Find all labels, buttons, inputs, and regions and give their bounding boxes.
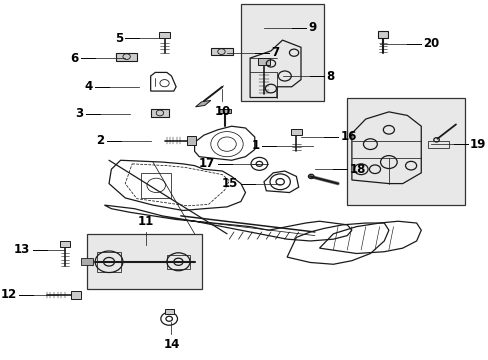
Text: 12: 12 (0, 288, 17, 301)
Text: 15: 15 (222, 177, 238, 190)
Text: 5: 5 (114, 32, 122, 45)
Text: 4: 4 (84, 80, 93, 93)
Bar (87, 234, 201, 289)
Polygon shape (210, 48, 232, 55)
Polygon shape (290, 129, 301, 135)
Polygon shape (81, 258, 93, 265)
Bar (346, 98, 464, 205)
Polygon shape (60, 241, 70, 247)
Text: 9: 9 (307, 21, 316, 34)
Text: 17: 17 (199, 157, 215, 170)
Text: 6: 6 (71, 51, 79, 64)
Bar (241, 4, 324, 101)
Polygon shape (258, 58, 269, 65)
Polygon shape (159, 32, 170, 39)
Text: 19: 19 (469, 138, 485, 150)
Text: 10: 10 (214, 105, 230, 118)
Text: 3: 3 (75, 107, 83, 120)
Polygon shape (150, 109, 169, 117)
Polygon shape (218, 109, 230, 113)
Text: 16: 16 (340, 130, 356, 144)
Polygon shape (164, 309, 173, 314)
Text: 8: 8 (326, 69, 334, 82)
Polygon shape (187, 136, 195, 145)
Polygon shape (378, 31, 386, 39)
Text: 7: 7 (270, 46, 279, 59)
Polygon shape (116, 53, 137, 61)
Text: 1: 1 (251, 139, 259, 152)
Text: 2: 2 (96, 134, 104, 147)
Polygon shape (71, 291, 81, 299)
Text: 13: 13 (14, 243, 30, 256)
Text: 14: 14 (163, 338, 179, 351)
Text: 20: 20 (423, 37, 439, 50)
Text: 18: 18 (349, 163, 365, 176)
Polygon shape (195, 100, 210, 107)
Text: 11: 11 (138, 215, 154, 228)
